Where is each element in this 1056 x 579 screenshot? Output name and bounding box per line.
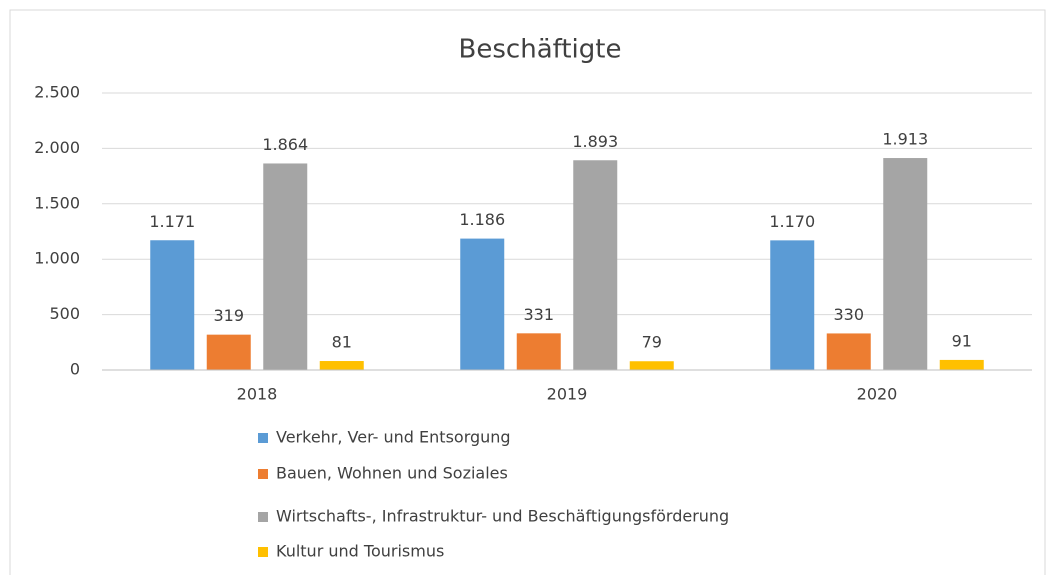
x-tick-label: 2020 [857,385,898,404]
bar [150,240,195,370]
data-label: 330 [833,305,864,324]
data-label: 1.893 [572,132,618,151]
data-label: 79 [642,333,662,352]
data-label: 1.913 [882,130,928,149]
data-label: 91 [952,331,972,350]
bar [460,238,505,370]
bar [516,333,561,370]
bar [883,158,928,370]
legend-label: Kultur und Tourismus [276,542,444,561]
data-label: 1.171 [149,212,195,231]
data-label: 1.864 [262,135,308,154]
x-tick-label: 2018 [237,385,278,404]
y-tick-label: 2.000 [34,138,80,157]
data-label: 1.170 [769,212,815,231]
x-tick-label: 2019 [547,385,588,404]
y-tick-label: 0 [70,360,80,379]
bar [629,361,674,370]
bar [206,334,251,370]
data-label: 319 [213,306,244,325]
bar [939,359,984,370]
bar [319,361,364,370]
y-tick-label: 1.500 [34,193,80,212]
bar [573,160,618,370]
y-tick-label: 1.000 [34,249,80,268]
y-tick-label: 2.500 [34,83,80,102]
data-label: 81 [332,333,352,352]
legend-swatch [258,547,268,557]
legend-label: Wirtschafts-, Infrastruktur- und Beschäf… [276,507,729,526]
legend-swatch [258,469,268,479]
chart-title: Beschäftigte [459,35,622,65]
bar [263,163,308,370]
legend-label: Verkehr, Ver- und Entsorgung [276,428,511,447]
legend-label: Bauen, Wohnen und Soziales [276,464,508,483]
bar [826,333,871,370]
legend-swatch [258,512,268,522]
y-tick-label: 500 [49,304,80,323]
data-label: 331 [523,305,554,324]
bar [770,240,815,370]
data-label: 1.186 [459,210,505,229]
legend-swatch [258,433,268,443]
